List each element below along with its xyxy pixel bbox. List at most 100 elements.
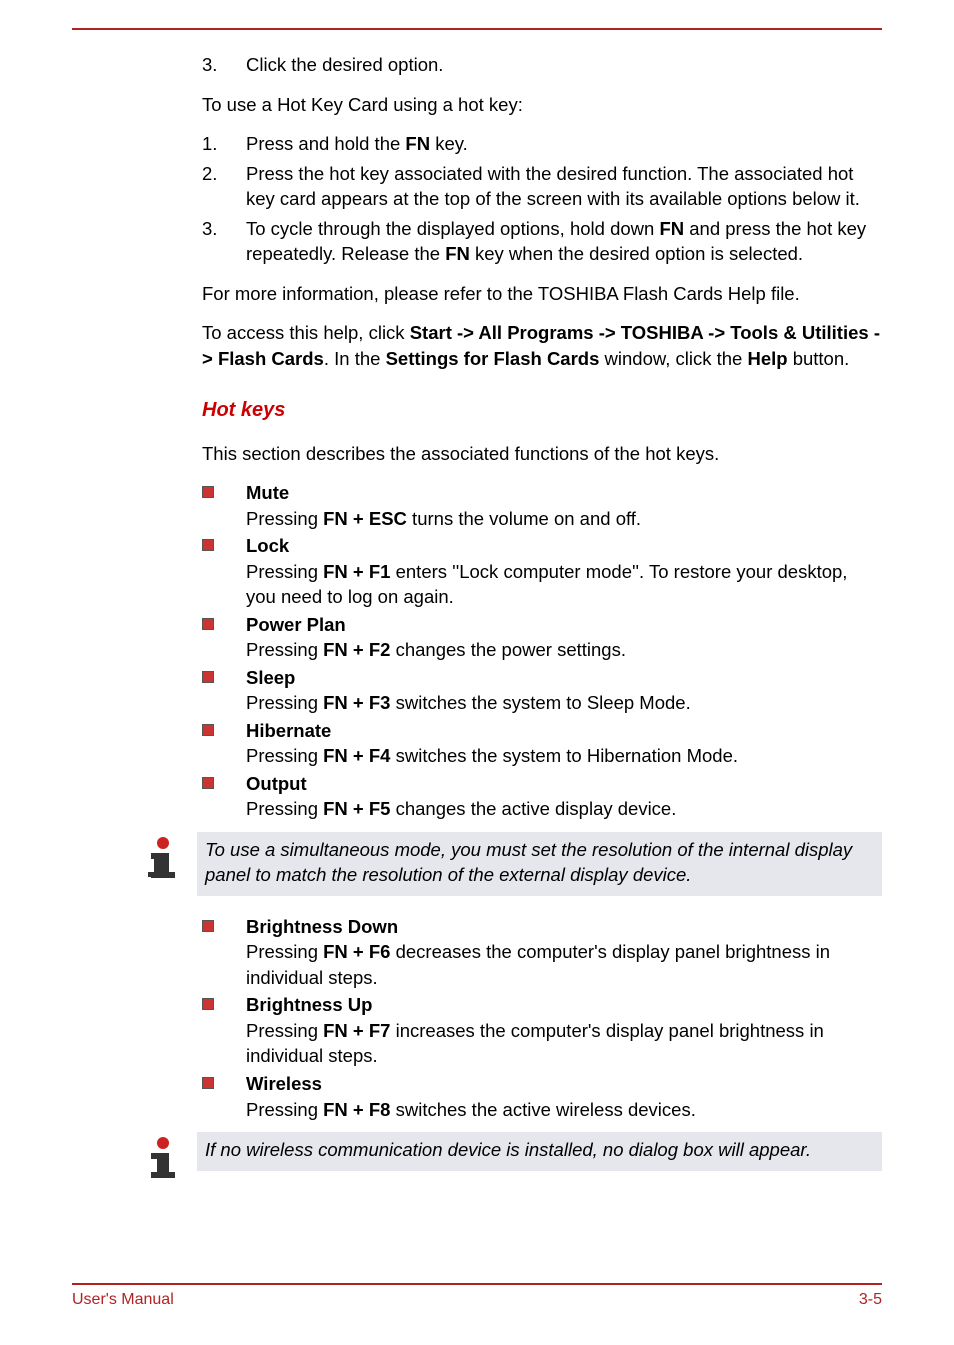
- square-icon: [202, 671, 214, 683]
- bullet-icon: [202, 665, 246, 716]
- list-text: To cycle through the displayed options, …: [246, 216, 882, 267]
- hotkey-desc: Pressing FN + F4 switches the system to …: [246, 743, 882, 769]
- hotkey-name: Sleep: [246, 665, 882, 691]
- list-item: 1. Press and hold the FN key.: [202, 131, 882, 157]
- square-icon: [202, 1077, 214, 1089]
- list-item: Power PlanPressing FN + F2 changes the p…: [202, 612, 882, 663]
- key-combo: FN + F4: [323, 745, 390, 766]
- text: Pressing: [246, 1099, 323, 1120]
- bullet-icon: [202, 612, 246, 663]
- hotkey-name: Output: [246, 771, 882, 797]
- list-item: Brightness DownPressing FN + F6 decrease…: [202, 914, 882, 991]
- key-combo: FN + F6: [323, 941, 390, 962]
- text: Pressing: [246, 561, 323, 582]
- bullet-icon: [202, 1071, 246, 1122]
- hotkey-desc: Pressing FN + F1 enters ''Lock computer …: [246, 559, 882, 610]
- text: To cycle through the displayed options, …: [246, 218, 659, 239]
- ordered-list-continue: 3. Click the desired option.: [202, 52, 882, 78]
- list-item: SleepPressing FN + F3 switches the syste…: [202, 665, 882, 716]
- square-icon: [202, 920, 214, 932]
- top-rule: [72, 28, 882, 30]
- key-combo: FN + F2: [323, 639, 390, 660]
- bullet-icon: [202, 992, 246, 1069]
- list-item: 3. To cycle through the displayed option…: [202, 216, 882, 267]
- text: Pressing: [246, 798, 323, 819]
- hotkey-name: Brightness Up: [246, 992, 882, 1018]
- list-item: HibernatePressing FN + F4 switches the s…: [202, 718, 882, 769]
- hotkey-name: Brightness Down: [246, 914, 882, 940]
- text: switches the system to Hibernation Mode.: [390, 745, 738, 766]
- square-icon: [202, 998, 214, 1010]
- hotkey-name: Power Plan: [246, 612, 882, 638]
- footer-right: 3-5: [859, 1291, 882, 1309]
- key: FN: [659, 218, 684, 239]
- key-combo: FN + ESC: [323, 508, 407, 529]
- list-text: Press and hold the FN key.: [246, 131, 882, 157]
- paragraph: To access this help, click Start -> All …: [202, 320, 882, 371]
- bottom-rule: [72, 1283, 882, 1285]
- text: key when the desired option is selected.: [470, 243, 803, 264]
- hotkey-desc: Pressing FN + F8 switches the active wir…: [246, 1097, 882, 1123]
- paragraph: For more information, please refer to th…: [202, 281, 882, 307]
- text: . In the: [324, 348, 386, 369]
- text: button.: [788, 348, 850, 369]
- hotkey-list: MutePressing FN + ESC turns the volume o…: [202, 480, 882, 822]
- text: switches the active wireless devices.: [390, 1099, 695, 1120]
- list-body: SleepPressing FN + F3 switches the syste…: [246, 665, 882, 716]
- hotkey-desc: Pressing FN + F5 changes the active disp…: [246, 796, 882, 822]
- list-item: LockPressing FN + F1 enters ''Lock compu…: [202, 533, 882, 610]
- bullet-icon: [202, 718, 246, 769]
- hotkey-name: Hibernate: [246, 718, 882, 744]
- text: Press and hold the: [246, 133, 405, 154]
- note-text: If no wireless communication device is i…: [197, 1132, 882, 1171]
- list-body: Brightness DownPressing FN + F6 decrease…: [246, 914, 882, 991]
- hotkey-list: Brightness DownPressing FN + F6 decrease…: [202, 914, 882, 1122]
- square-icon: [202, 618, 214, 630]
- section-heading: Hot keys: [202, 397, 882, 425]
- footer: User's Manual 3-5: [72, 1283, 882, 1309]
- square-icon: [202, 724, 214, 736]
- key-combo: FN + F3: [323, 692, 390, 713]
- list-body: Brightness UpPressing FN + F7 increases …: [246, 992, 882, 1069]
- text: window, click the: [599, 348, 747, 369]
- square-icon: [202, 539, 214, 551]
- key-combo: FN + F1: [323, 561, 390, 582]
- info-icon: [142, 1132, 197, 1187]
- key-combo: FN + F7: [323, 1020, 390, 1041]
- page: 3. Click the desired option. To use a Ho…: [0, 0, 954, 1345]
- key: FN: [445, 243, 470, 264]
- window-name: Settings for Flash Cards: [386, 348, 600, 369]
- button-name: Help: [747, 348, 787, 369]
- square-icon: [202, 486, 214, 498]
- text: turns the volume on and off.: [407, 508, 641, 529]
- bullet-icon: [202, 480, 246, 531]
- list-item: MutePressing FN + ESC turns the volume o…: [202, 480, 882, 531]
- list-text: Click the desired option.: [246, 52, 882, 78]
- ordered-list-hotkey: 1. Press and hold the FN key. 2. Press t…: [202, 131, 882, 267]
- list-number: 2.: [202, 161, 246, 212]
- list-number: 1.: [202, 131, 246, 157]
- hotkey-name: Lock: [246, 533, 882, 559]
- key-combo: FN + F8: [323, 1099, 390, 1120]
- note-text: To use a simultaneous mode, you must set…: [197, 832, 882, 896]
- footer-line: User's Manual 3-5: [72, 1291, 882, 1309]
- note-block: To use a simultaneous mode, you must set…: [142, 832, 882, 896]
- key: FN: [405, 133, 430, 154]
- list-item: 3. Click the desired option.: [202, 52, 882, 78]
- paragraph: To use a Hot Key Card using a hot key:: [202, 92, 882, 118]
- list-item: WirelessPressing FN + F8 switches the ac…: [202, 1071, 882, 1122]
- list-body: Power PlanPressing FN + F2 changes the p…: [246, 612, 882, 663]
- text: switches the system to Sleep Mode.: [390, 692, 690, 713]
- info-icon: [142, 832, 197, 887]
- bullet-icon: [202, 914, 246, 991]
- hotkey-desc: Pressing FN + F3 switches the system to …: [246, 690, 882, 716]
- list-body: OutputPressing FN + F5 changes the activ…: [246, 771, 882, 822]
- text: To access this help, click: [202, 322, 410, 343]
- text: Pressing: [246, 639, 323, 660]
- bullet-icon: [202, 533, 246, 610]
- text: changes the power settings.: [390, 639, 626, 660]
- list-text: Press the hot key associated with the de…: [246, 161, 882, 212]
- footer-left: User's Manual: [72, 1291, 174, 1309]
- text: key.: [430, 133, 468, 154]
- hotkey-desc: Pressing FN + F2 changes the power setti…: [246, 637, 882, 663]
